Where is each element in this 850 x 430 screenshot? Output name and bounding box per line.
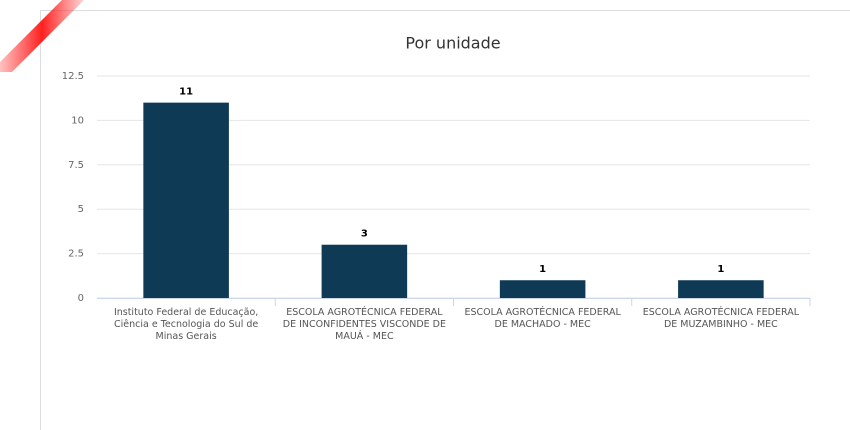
ribbon <box>0 0 84 72</box>
bar <box>321 244 408 298</box>
x-tick-label: ESCOLA AGROTÉCNICA FEDERAL DE INCONFIDEN… <box>282 307 446 342</box>
chart-title: Por unidade <box>405 34 500 53</box>
bar <box>678 280 764 298</box>
bar <box>499 280 586 298</box>
y-tick-label: 2.5 <box>68 249 84 260</box>
data-label: 1 <box>717 264 724 275</box>
bar <box>143 102 229 298</box>
y-tick-label: 0 <box>78 293 84 304</box>
data-label: 11 <box>179 87 193 98</box>
y-tick-label: 10 <box>71 115 84 126</box>
y-tick-label: 5 <box>78 204 84 215</box>
y-tick-label: 7.5 <box>68 160 84 171</box>
data-label: 3 <box>361 229 368 240</box>
data-label: 1 <box>539 264 546 275</box>
x-tick-label: ESCOLA AGROTÉCNICA FEDERAL DE MACHADO - … <box>464 307 621 330</box>
y-tick-label: 12.5 <box>62 71 84 82</box>
x-tick-label: ESCOLA AGROTÉCNICA FEDERAL DE MUZAMBINHO… <box>642 307 799 330</box>
x-tick-label: Instituto Federal de Educação, Ciência e… <box>113 307 259 342</box>
